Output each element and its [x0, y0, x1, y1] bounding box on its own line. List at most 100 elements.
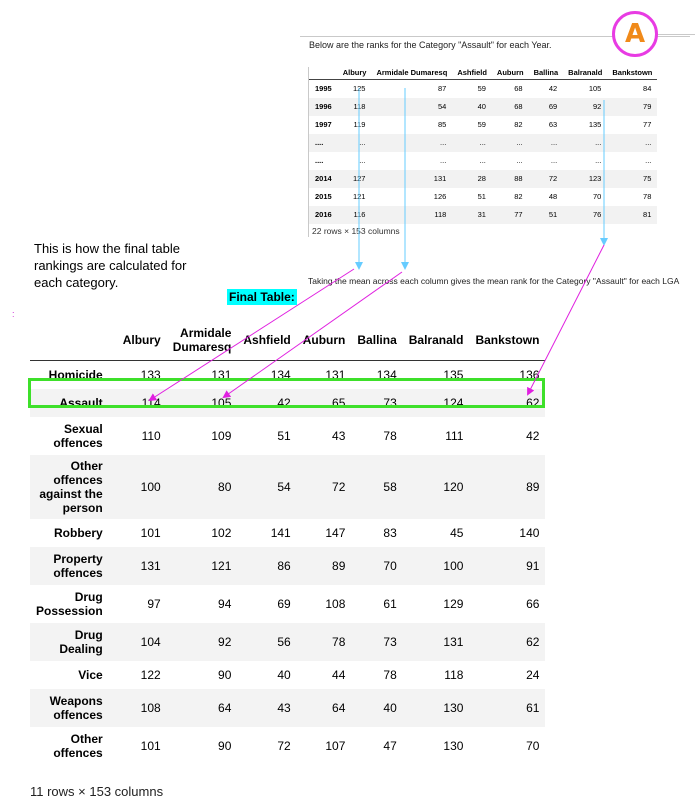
final-col-header: Bankstown	[469, 320, 546, 361]
mean-rank-cell: 100	[116, 455, 167, 519]
mean-rank-cell: 43	[237, 689, 297, 727]
mean-rank-cell: 83	[383, 526, 397, 540]
mean-rank-cell: 134	[270, 368, 291, 382]
mean-rank-cell: 45	[450, 526, 464, 540]
final-col-header: Albury	[116, 320, 167, 361]
rank-cell: 118	[371, 205, 453, 224]
rank-cell: 92	[563, 97, 608, 116]
mean-rank-cell: 44	[332, 668, 346, 682]
rank-cell: 69	[528, 97, 564, 116]
small-col-header: Armidale Dumaresq	[371, 67, 453, 80]
final-col-header: Auburn	[296, 320, 352, 361]
rank-cell: 51	[477, 192, 486, 201]
year-cell: ....	[309, 133, 338, 152]
assault-ranks-footer: 22 rows × 153 columns	[312, 226, 400, 236]
mean-rank-cell: 141	[270, 526, 291, 540]
mean-rank-cell: 136	[519, 368, 540, 382]
rank-cell: ...	[645, 156, 652, 165]
mean-rank-cell: 61	[469, 689, 546, 727]
mean-rank-cell: 105	[166, 389, 238, 417]
rank-cell: ...	[337, 133, 372, 152]
small-col-header: Albury	[337, 67, 372, 80]
stray-mark: :	[12, 309, 15, 319]
mean-rank-cell: 108	[116, 689, 167, 727]
mean-rank-cell: 64	[296, 689, 352, 727]
mean-rank-cell: 78	[383, 668, 397, 682]
final-table: Albury Armidale Dumaresq Ashfield Auburn Bal…	[30, 320, 546, 765]
mean-rank-cell: 135	[443, 368, 464, 382]
final-table-header-row: Albury Armidale Dumaresq Ashfield Auburn Bal…	[30, 320, 546, 361]
rank-cell: 68	[514, 84, 523, 93]
mean-rank-cell: 69	[277, 597, 291, 611]
rank-cell: ...	[550, 156, 558, 165]
rank-cell: ...	[563, 133, 608, 152]
mean-rank-cell: 129	[443, 597, 464, 611]
mean-rank-cell: 147	[325, 526, 346, 540]
mean-rank-cell: 97	[147, 597, 161, 611]
category-label: Vice	[78, 668, 103, 682]
rank-cell: 76	[563, 205, 608, 224]
rank-cell: ...	[491, 133, 529, 152]
small-col-header: Auburn	[491, 67, 529, 80]
badge-divider-line	[657, 34, 695, 35]
rank-cell: 54	[371, 97, 453, 116]
final-table-row: Weapons offences 108 64 43 64 40 130 61	[30, 689, 546, 727]
top-divider-line	[300, 36, 690, 37]
explanation-text: This is how the final table rankings are…	[34, 241, 187, 290]
year-cell: 1995	[315, 84, 332, 93]
rank-cell: 68	[491, 97, 529, 116]
category-label: Property offences	[30, 547, 117, 585]
rank-cell: 28	[452, 169, 492, 188]
rank-cell: 48	[548, 192, 558, 201]
mean-rank-cell: 130	[402, 689, 470, 727]
rank-cell: 77	[643, 120, 652, 129]
mean-rank-cell: 114	[116, 389, 167, 417]
final-table-footer: 11 rows × 153 columns	[30, 784, 164, 799]
assault-ranks-body: 1995 125 87 59 68 42 105 84 1996 118 54 40 68 69 92 79 1…	[309, 79, 658, 224]
rank-cell: 84	[643, 84, 652, 93]
rank-cell: 51	[528, 205, 564, 224]
mean-rank-cell: 124	[402, 389, 470, 417]
mean-rank-cell: 89	[296, 547, 352, 585]
mean-rank-cell: 62	[469, 623, 546, 661]
small-table-row: 1995 125 87 59 68 42 105 84	[309, 79, 657, 98]
mean-rank-cell: 118	[444, 668, 464, 682]
small-table-row: .........................	[309, 152, 657, 170]
final-table-row: Drug Dealing 104 92 56 78 73 131 62	[30, 623, 546, 661]
mean-rank-cell: 24	[526, 668, 540, 682]
rank-cell: 126	[433, 192, 447, 201]
mean-rank-cell: 78	[383, 429, 397, 443]
mean-rank-cell: 133	[140, 368, 161, 382]
small-table-row: .........................	[309, 133, 658, 152]
small-table-row: 2015 121 126 51 82 48 70 78	[309, 188, 657, 206]
mean-rank-cell: 70	[351, 547, 403, 585]
mean-rank-cell: 72	[296, 455, 352, 519]
mean-rank-cell: 120	[402, 455, 470, 519]
rank-cell: 59	[477, 84, 486, 93]
final-table-row: Assault 114 105 42 65 73 124 62	[30, 389, 546, 417]
mean-rank-cell: 131	[325, 368, 346, 382]
small-col-header: Balranald	[563, 67, 608, 80]
year-cell: ....	[315, 156, 324, 165]
rank-cell: 85	[437, 120, 447, 129]
assault-ranks-table: Albury Armidale Dumaresq Ashfield Auburn Bal…	[309, 67, 658, 224]
category-label: Homicide	[48, 368, 103, 382]
rank-cell: 125	[352, 84, 366, 93]
mean-rank-cell: 102	[211, 526, 232, 540]
mean-rank-cell: 100	[402, 547, 470, 585]
rank-cell: 72	[528, 169, 564, 188]
rank-cell: 40	[452, 97, 492, 116]
rank-cell: 116	[337, 205, 372, 224]
year-cell: 2014	[309, 169, 338, 188]
rank-cell: ...	[516, 156, 523, 165]
mean-rank-cell: 62	[469, 389, 546, 417]
rank-cell: 118	[337, 97, 372, 116]
mean-rank-cell: 92	[166, 623, 238, 661]
final-col-header: Balranald	[402, 320, 470, 361]
mean-rank-cell: 91	[469, 547, 546, 585]
mean-rank-cell: 131	[116, 547, 167, 585]
final-table-row: Vice 122 90 40 44 78 118 24	[30, 661, 545, 689]
mean-rank-cell: 54	[237, 455, 297, 519]
mean-rank-cell: 90	[218, 739, 232, 753]
mean-rank-cell: 104	[116, 623, 167, 661]
